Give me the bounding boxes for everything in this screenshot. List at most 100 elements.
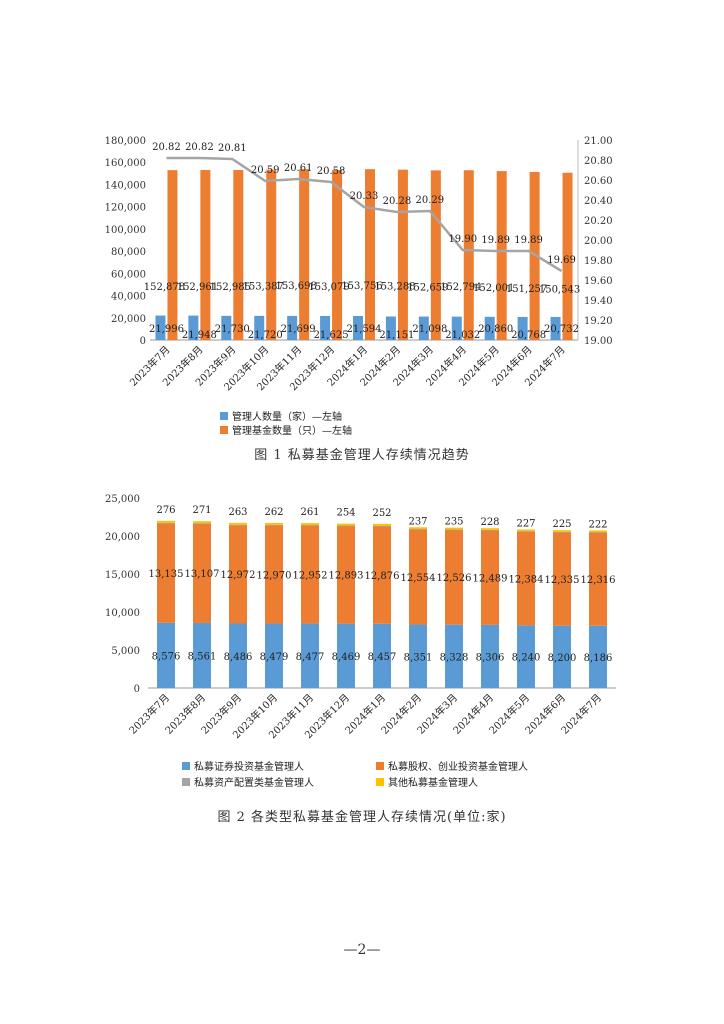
page-number: —2— xyxy=(343,942,381,958)
left-tick-label: 180,000 xyxy=(105,136,146,147)
stacked-bar-segment-0 xyxy=(553,625,571,688)
bar-fund-count xyxy=(200,170,211,340)
left-tick-label: 20,000 xyxy=(105,532,140,543)
bar-label-manager-count: 20,860 xyxy=(478,324,513,335)
stacked-bar-segment-3 xyxy=(265,522,283,525)
bar-label-equity-vc: 12,554 xyxy=(401,573,436,584)
bar-label-manager-count: 20,768 xyxy=(511,330,546,341)
bar-manager-count xyxy=(320,315,331,340)
bar-label-securities: 8,351 xyxy=(404,652,433,663)
stacked-bar-segment-1 xyxy=(265,524,283,624)
bar-label-equity-vc: 12,972 xyxy=(221,570,256,581)
stacked-bar-segment-0 xyxy=(229,623,247,688)
bar-label-securities: 8,186 xyxy=(584,653,613,664)
line-label-ratio: 19.90 xyxy=(448,234,477,245)
bar-manager-count xyxy=(221,315,232,340)
bar-fund-count xyxy=(496,171,507,340)
line-label-ratio: 20.61 xyxy=(284,163,313,174)
left-tick-label: 10,000 xyxy=(105,608,140,619)
bar-label-manager-count: 21,996 xyxy=(149,324,184,335)
bar-fund-count xyxy=(299,169,310,340)
bar-label-equity-vc: 12,876 xyxy=(365,571,400,582)
bar-label-fund-count: 152,659 xyxy=(407,282,448,293)
bar-manager-count xyxy=(418,316,429,340)
bar-label-manager-count: 20,732 xyxy=(544,324,579,335)
right-tick-label: 19.20 xyxy=(584,316,613,327)
chart-1-caption: 图 1 私募基金管理人存续情况趋势 xyxy=(254,448,470,463)
bar-label-securities: 8,486 xyxy=(224,652,253,663)
line-label-ratio: 19.89 xyxy=(481,235,510,246)
chart-1-manager-trend: 0 20,000 40,000 60,000 80,000 100,000 120,000 1… xyxy=(105,136,613,393)
bar-label-other: 237 xyxy=(408,516,427,527)
right-tick-label: 20.20 xyxy=(584,216,613,227)
bar-label-manager-count: 21,699 xyxy=(281,324,316,335)
stacked-bar-segment-2 xyxy=(337,525,355,527)
right-tick-label: 20.00 xyxy=(584,236,613,247)
line-ratio xyxy=(166,156,563,273)
bar-label-securities: 8,328 xyxy=(440,652,469,663)
stacked-bar-segment-3 xyxy=(157,520,175,523)
right-tick-label: 19.80 xyxy=(584,256,613,267)
right-tick-label: 19.00 xyxy=(584,336,613,347)
stacked-bar-segment-1 xyxy=(445,529,463,625)
bar-label-other: 222 xyxy=(588,519,607,530)
stacked-bar-segment-1 xyxy=(373,525,391,624)
bar-label-fund-count: 152,878 xyxy=(144,282,185,293)
chart-2-caption: 图 2 各类型私募基金管理人存续情况(单位:家) xyxy=(217,810,507,825)
bar-manager-count xyxy=(484,316,495,340)
bar-label-other: 235 xyxy=(444,517,463,528)
bar-manager-count xyxy=(188,315,199,340)
bar-label-other: 262 xyxy=(264,507,283,518)
bar-label-fund-count: 152,961 xyxy=(177,282,218,293)
bar-label-securities: 8,469 xyxy=(332,652,361,663)
left-tick-label: 0 xyxy=(134,684,140,695)
bar-fund-count xyxy=(365,169,375,340)
line-label-ratio: 20.29 xyxy=(416,195,445,206)
stacked-bar-segment-1 xyxy=(301,525,319,624)
stacked-bar-segment-1 xyxy=(517,531,535,626)
line-label-ratio: 20.28 xyxy=(383,196,412,207)
right-tick-label: 20.80 xyxy=(584,156,613,167)
stacked-bar-segment-3 xyxy=(373,523,391,526)
stacked-bar-segment-0 xyxy=(337,623,355,688)
bar-label-other: 261 xyxy=(300,507,319,518)
bar-manager-count xyxy=(550,316,561,340)
bar-manager-count xyxy=(287,315,298,340)
stacked-bar-segment-1 xyxy=(337,525,355,624)
left-tick-label: 140,000 xyxy=(105,180,146,191)
bar-label-equity-vc: 13,135 xyxy=(149,569,184,580)
bar-label-equity-vc: 12,893 xyxy=(329,571,364,582)
bar-label-equity-vc: 12,526 xyxy=(437,573,472,584)
bar-label-fund-count: 150,543 xyxy=(539,285,580,296)
bar-label-securities: 8,306 xyxy=(476,652,505,663)
stacked-bar-segment-1 xyxy=(589,532,607,626)
legend-item-other: 其他私募基金管理人 xyxy=(376,774,478,789)
stacked-bar-segment-1 xyxy=(481,529,499,625)
stacked-bar-segment-3 xyxy=(553,530,571,532)
bar-label-equity-vc: 12,335 xyxy=(545,575,580,586)
stacked-bar-segment-2 xyxy=(481,529,499,531)
stacked-bar-segment-3 xyxy=(409,527,427,530)
stacked-bar-segment-0 xyxy=(301,623,319,688)
stacked-bar-segment-0 xyxy=(373,623,391,688)
legend-item-fund-count: 管理基金数量（只）—左轴 xyxy=(220,422,352,437)
bar-label-equity-vc: 13,107 xyxy=(185,569,220,580)
stacked-bar-segment-2 xyxy=(265,524,283,526)
bar-fund-count xyxy=(397,169,408,340)
bar-label-fund-count: 152,794 xyxy=(440,282,481,293)
legend-item-equity-vc: 私募股权、创业投资基金管理人 xyxy=(376,758,528,773)
left-tick-label: 120,000 xyxy=(105,203,146,214)
left-tick-label: 80,000 xyxy=(111,247,146,258)
bar-label-manager-count: 21,948 xyxy=(182,330,217,341)
stacked-bar-segment-0 xyxy=(193,622,211,688)
bar-label-fund-count: 152,001 xyxy=(473,283,514,294)
stacked-bar-segment-2 xyxy=(409,529,427,530)
stacked-bar-segment-2 xyxy=(157,522,175,524)
bar-label-equity-vc: 12,384 xyxy=(509,574,544,585)
bar-fund-count xyxy=(430,170,441,340)
bar-label-other: 276 xyxy=(156,505,175,516)
bar-manager-count xyxy=(155,315,166,340)
bar-label-other: 271 xyxy=(192,505,211,516)
bar-label-manager-count: 21,720 xyxy=(248,330,283,341)
bar-label-securities: 8,477 xyxy=(296,652,325,663)
